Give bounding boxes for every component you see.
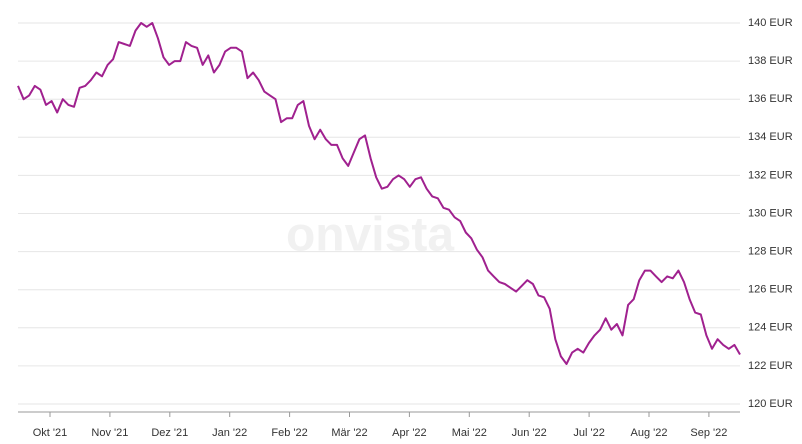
x-tick-label: Jul '22 xyxy=(573,427,604,439)
y-tick-label: 140 EUR xyxy=(748,17,793,29)
y-tick-label: 134 EUR xyxy=(748,131,793,143)
y-tick-label: 128 EUR xyxy=(748,246,793,258)
x-tick-label: Okt '21 xyxy=(33,427,68,439)
x-tick-label: Sep '22 xyxy=(690,427,727,439)
y-tick-label: 122 EUR xyxy=(748,360,793,372)
y-tick-label: 120 EUR xyxy=(748,398,793,410)
x-tick-label: Apr '22 xyxy=(392,427,427,439)
x-tick-label: Dez '21 xyxy=(151,427,188,439)
y-tick-label: 132 EUR xyxy=(748,169,793,181)
price-line xyxy=(17,22,741,365)
x-tick-label: Mär '22 xyxy=(331,427,367,439)
watermark: onvista xyxy=(286,209,454,262)
y-tick-label: 126 EUR xyxy=(748,284,793,296)
x-tick-label: Mai '22 xyxy=(452,427,487,439)
x-tick-label: Nov '21 xyxy=(91,427,128,439)
y-tick-label: 124 EUR xyxy=(748,322,793,334)
x-tick-label: Jan '22 xyxy=(212,427,247,439)
y-tick-label: 138 EUR xyxy=(748,55,793,67)
x-tick-label: Aug '22 xyxy=(631,427,668,439)
y-tick-label: 136 EUR xyxy=(748,93,793,105)
x-tick-label: Jun '22 xyxy=(512,427,547,439)
y-tick-label: 130 EUR xyxy=(748,207,793,219)
x-tick-label: Feb '22 xyxy=(271,427,307,439)
